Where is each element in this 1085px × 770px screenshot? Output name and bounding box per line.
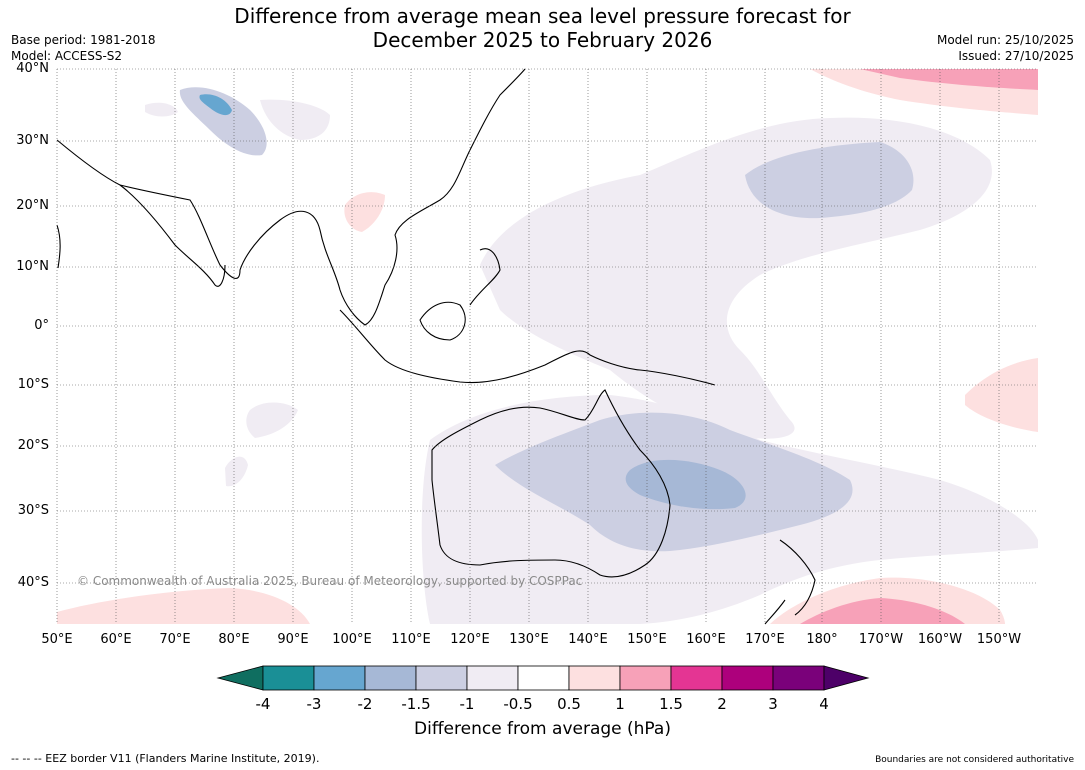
base-period: Base period: 1981-2018 <box>11 33 156 47</box>
colorbar-segment <box>670 665 723 691</box>
colorbar-tick: 4 <box>819 695 829 713</box>
colorbar-segment <box>364 665 417 691</box>
colorbar-tick: 2 <box>717 695 727 713</box>
lon-label: 110°E <box>391 632 431 647</box>
colorbar-segment <box>772 665 825 691</box>
colorbar-segment <box>415 665 468 691</box>
lon-label: 160°W <box>917 632 963 647</box>
coastline-india <box>119 184 226 287</box>
anomaly-region-indochina-pos <box>344 192 385 232</box>
lon-label: 60°E <box>100 632 132 647</box>
colorbar-segment <box>262 665 315 691</box>
lat-label-20s: 20°S <box>17 438 49 453</box>
coastline-new-zealand <box>764 539 816 625</box>
eez-note: -- -- -- EEZ border V11 (Flanders Marine… <box>11 752 320 765</box>
colorbar-tick: -0.5 <box>503 695 533 713</box>
issued-date: Issued: 27/10/2025 <box>958 49 1074 63</box>
lon-label: 130°E <box>509 632 549 647</box>
lat-label-20n: 20°N <box>16 198 49 213</box>
colorbar-extend-high <box>823 665 870 691</box>
anomaly-region-south-pos-core <box>800 598 965 624</box>
colorbar-tick: -1 <box>459 695 475 713</box>
colorbar-tick: 0.5 <box>557 695 581 713</box>
pressure-anomaly-shading <box>57 69 1038 624</box>
colorbar-segment <box>721 665 774 691</box>
colorbar-tick: 3 <box>768 695 778 713</box>
coastline-maritime-se-asia <box>339 248 716 386</box>
lon-label: 90°E <box>277 632 309 647</box>
lon-label: 160°E <box>686 632 726 647</box>
anomaly-region-tibet-light <box>145 99 330 140</box>
title-line-1: Difference from average mean sea level p… <box>234 4 851 28</box>
lon-label: 170°E <box>745 632 785 647</box>
anomaly-region-australia-core <box>625 459 746 510</box>
colorbar-extend-low <box>216 665 264 691</box>
lat-label-10s: 10°S <box>17 377 49 392</box>
anomaly-region-tibet-core <box>199 94 232 116</box>
anomaly-region-sw-pacific-pos <box>965 358 1038 432</box>
colorbar-tick: -1.5 <box>401 695 431 713</box>
colorbar-title: Difference from average (hPa) <box>414 719 671 739</box>
colorbar-segment <box>619 665 672 691</box>
lon-label: 170°W <box>858 632 904 647</box>
model-name: Model: ACCESS-S2 <box>11 49 123 63</box>
anomaly-region-tibet <box>179 87 267 156</box>
colorbar-segment <box>313 665 366 691</box>
colorbar-tick: 1 <box>615 695 625 713</box>
lon-label: 70°E <box>159 632 191 647</box>
anomaly-region-north-pacific-neg <box>745 142 914 219</box>
lat-label-30s: 30°S <box>17 503 49 518</box>
title-line-2: December 2025 to February 2026 <box>372 28 713 52</box>
coastline-australia <box>431 389 671 578</box>
copyright-notice: © Commonwealth of Australia 2025, Bureau… <box>77 574 583 588</box>
lon-label: 180° <box>806 632 838 647</box>
colorbar-segment <box>568 665 621 691</box>
lon-label: 50°E <box>41 632 73 647</box>
lat-label-40s: 40°S <box>17 575 49 590</box>
colorbar-tick: -4 <box>255 695 271 713</box>
boundary-disclaimer: Boundaries are not considered authoritat… <box>875 755 1074 765</box>
lon-label: 80°E <box>218 632 250 647</box>
coastline-africa <box>56 224 61 269</box>
colorbar-tick: -2 <box>357 695 373 713</box>
meta-left: Base period: 1981-2018 Model: ACCESS-S2 <box>11 32 156 64</box>
lat-label-40n: 40°N <box>16 61 49 76</box>
anomaly-region-indian-ocean <box>225 402 298 487</box>
lat-label-10n: 10°N <box>16 259 49 274</box>
lon-label: 150°W <box>976 632 1022 647</box>
colorbar-segment <box>466 665 519 691</box>
anomaly-region-southwest-pos <box>57 588 310 624</box>
map-title: Difference from average mean sea level p… <box>0 4 1085 52</box>
lon-label: 120°E <box>450 632 490 647</box>
lat-label-0: 0° <box>34 318 49 333</box>
colorbar-tick: 1.5 <box>659 695 683 713</box>
anomaly-region-nw-pacific-pos-core <box>860 69 1038 90</box>
colorbar-segment <box>517 665 570 691</box>
colorbar-tick: -3 <box>306 695 322 713</box>
graticule <box>56 68 1038 624</box>
coastline-asia <box>56 68 526 326</box>
lon-label: 150°E <box>627 632 667 647</box>
model-run: Model run: 25/10/2025 <box>936 33 1074 47</box>
lon-label: 140°E <box>568 632 608 647</box>
lat-label-30n: 30°N <box>16 133 49 148</box>
coastlines <box>56 68 816 625</box>
meta-right: Model run: 25/10/2025 Issued: 27/10/2025 <box>937 32 1074 64</box>
colorbar <box>216 665 870 691</box>
lon-label: 100°E <box>332 632 372 647</box>
